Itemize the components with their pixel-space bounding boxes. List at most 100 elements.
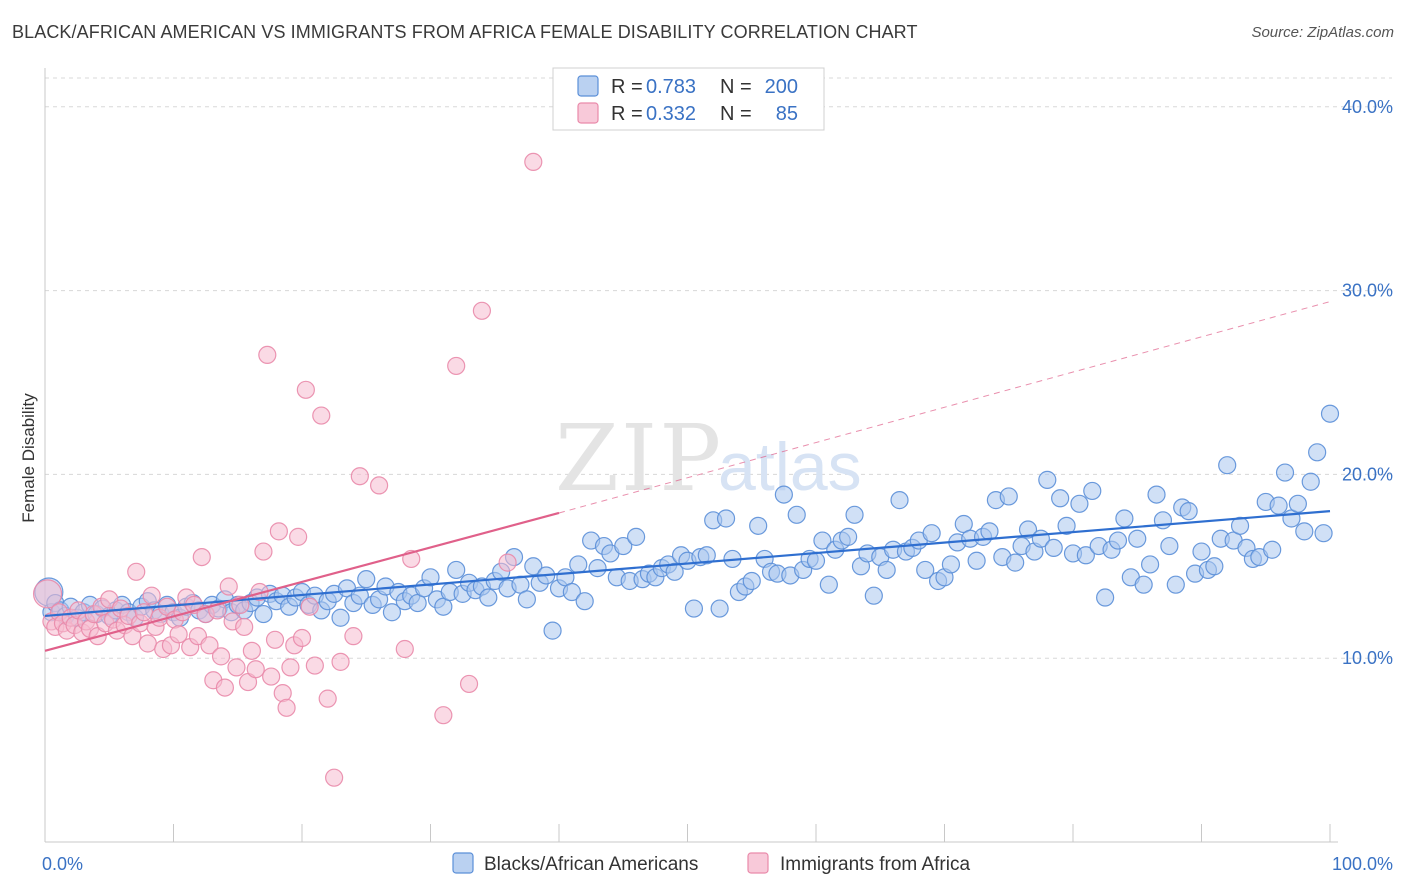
point-blacks-african-americans (1308, 443, 1327, 462)
y-tick-label: 30.0% (1342, 281, 1393, 301)
point-blacks-african-americans (980, 522, 999, 541)
point-blacks-african-americans (1096, 588, 1115, 607)
point-blacks-african-americans (382, 603, 402, 622)
point-blacks-african-americans (562, 582, 581, 602)
point-immigrants-from-africa (300, 597, 319, 616)
point-blacks-african-americans (1115, 509, 1134, 528)
legend-swatch-blue (577, 75, 599, 97)
point-blacks-african-americans (614, 536, 633, 556)
point-blacks-african-americans (684, 599, 704, 618)
y-axis-label: Female Disability (19, 393, 38, 523)
point-immigrants-from-africa (265, 630, 285, 649)
point-immigrants-from-africa (127, 562, 146, 581)
x-tick-label-max: 100.0% (1332, 854, 1393, 874)
point-blacks-african-americans (543, 621, 562, 640)
point-immigrants-from-africa (312, 406, 331, 425)
point-immigrants-from-africa (192, 547, 211, 567)
point-blacks-african-americans (1083, 481, 1102, 501)
point-blacks-african-americans (749, 516, 768, 535)
trend-line-blacks-african-americans (44, 510, 1331, 618)
watermark-zip: ZIP (555, 405, 723, 512)
point-blacks-african-americans (819, 575, 838, 594)
point-immigrants-from-africa (318, 689, 337, 708)
chart-title: BLACK/AFRICAN AMERICAN VS IMMIGRANTS FRO… (12, 22, 918, 42)
point-blacks-african-americans (588, 559, 607, 578)
point-blacks-african-americans (716, 509, 736, 528)
point-blacks-african-americans (1038, 470, 1057, 489)
point-blacks-african-americans (877, 560, 896, 580)
point-immigrants-from-africa (138, 634, 157, 653)
legend-n-value-blue: 200 (765, 76, 798, 98)
point-immigrants-from-africa (325, 768, 344, 787)
y-tick-labels: 10.0% 20.0% 30.0% 40.0% (1342, 97, 1393, 668)
x-tick-labels: 0.0% 100.0% (42, 854, 1393, 874)
point-blacks-african-americans (697, 546, 716, 565)
point-blacks-african-americans (774, 485, 793, 504)
point-blacks-african-americans (1140, 555, 1160, 574)
point-immigrants-from-africa (524, 152, 543, 172)
point-immigrants-from-africa (242, 641, 261, 660)
bottom-legend-label-blue: Blacks/African Americans (484, 854, 698, 875)
chart-source: Source: ZipAtlas.com (1251, 24, 1394, 41)
point-immigrants-from-africa (277, 698, 296, 717)
bottom-legend-swatch-blue (452, 852, 474, 874)
point-blacks-african-americans (839, 527, 858, 546)
point-blacks-african-americans (1179, 502, 1198, 521)
point-immigrants-from-africa (246, 660, 265, 679)
point-blacks-african-americans (517, 590, 536, 609)
point-blacks-african-americans (1275, 463, 1295, 482)
point-blacks-african-americans (1128, 529, 1147, 548)
point-blacks-african-americans (941, 555, 961, 574)
point-blacks-african-americans (1269, 496, 1288, 515)
point-immigrants-from-africa (305, 656, 324, 675)
point-blacks-african-americans (916, 560, 935, 580)
point-blacks-african-americans (864, 586, 883, 605)
point-blacks-african-americans (524, 557, 543, 576)
point-immigrants-from-africa (395, 639, 414, 659)
point-blacks-african-americans (1295, 522, 1314, 541)
point-blacks-african-americans (1070, 494, 1089, 513)
point-blacks-african-americans (1320, 404, 1340, 423)
point-blacks-african-americans (331, 608, 350, 627)
point-immigrants-from-africa (235, 617, 254, 637)
y-tick-label: 10.0% (1342, 648, 1393, 668)
point-blacks-african-americans (806, 551, 826, 570)
trend-line-immigrants-from-africa (44, 511, 560, 652)
legend-r-value-blue: 0.783 (646, 76, 696, 98)
point-blacks-african-americans (254, 604, 273, 624)
point-blacks-african-americans (1263, 540, 1282, 559)
trend-lines (44, 301, 1331, 652)
point-immigrants-from-africa (211, 647, 231, 666)
point-blacks-african-americans (1301, 472, 1320, 491)
legend-r-value-pink: 0.332 (646, 103, 696, 125)
axes (44, 68, 1338, 843)
point-immigrants-from-africa (258, 345, 277, 365)
point-immigrants-from-africa (447, 356, 466, 376)
point-immigrants-from-africa (498, 553, 517, 572)
point-immigrants-from-africa (331, 652, 350, 671)
point-immigrants-from-africa (370, 476, 389, 495)
point-immigrants-from-africa (434, 706, 453, 725)
point-blacks-african-americans (999, 487, 1018, 506)
x-tick-label-min: 0.0% (42, 854, 83, 874)
point-blacks-african-americans (1057, 516, 1076, 535)
point-blacks-african-americans (665, 562, 684, 581)
point-blacks-african-americans (967, 551, 986, 570)
point-immigrants-from-africa (32, 579, 63, 609)
bottom-legend-label-pink: Immigrants from Africa (780, 854, 970, 875)
point-immigrants-from-africa (227, 658, 246, 677)
point-blacks-african-americans (813, 531, 832, 550)
legend-swatch-pink (577, 102, 599, 124)
point-blacks-african-americans (1044, 538, 1063, 558)
y-tick-label: 20.0% (1342, 464, 1393, 484)
point-immigrants-from-africa (169, 625, 188, 644)
point-immigrants-from-africa (472, 301, 491, 320)
point-immigrants-from-africa (350, 467, 369, 486)
legend-r-label-pink: R = (611, 103, 643, 125)
point-immigrants-from-africa (215, 678, 234, 697)
point-blacks-african-americans (787, 505, 806, 524)
point-blacks-african-americans (1230, 516, 1250, 535)
point-blacks-african-americans (479, 588, 498, 607)
point-blacks-african-americans (845, 505, 864, 524)
